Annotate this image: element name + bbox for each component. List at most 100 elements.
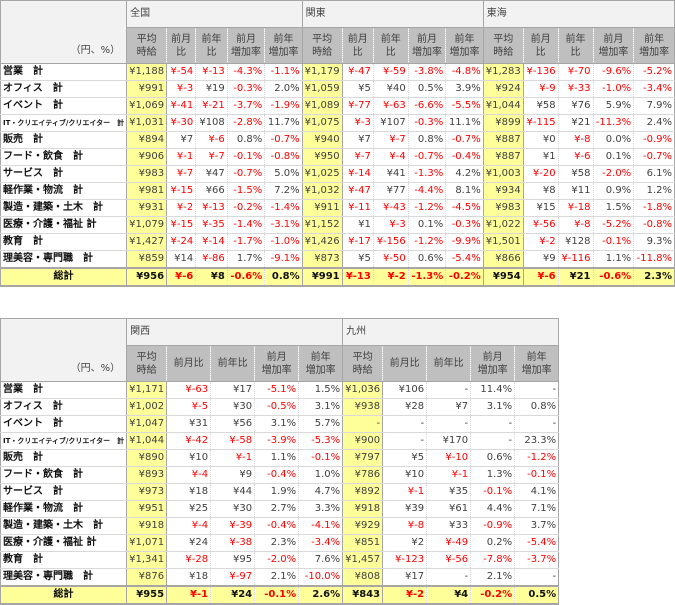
data-cell: -1.4% [264,199,303,217]
data-cell: -4.8% [445,63,484,81]
table-row: 理美容・専門職 計 ¥859 ¥14 ¥-86 1.7% -9.1% ¥873 ¥5 ¥-50 0… [0,250,675,269]
data-cell: 23.3% [514,432,560,450]
data-cell: ¥-50 [372,250,409,269]
total-label: 総計 [0,585,128,605]
data-cell: ¥-63 [166,381,212,399]
data-cell: ¥-59 [372,63,409,81]
data-cell: ¥808 [342,568,384,587]
data-cell: -0.8% [264,148,303,166]
data-cell: 4.2% [445,165,484,183]
data-cell: ¥-56 [426,551,472,569]
column-header: 前月 増加率 [226,27,266,64]
data-cell: ¥-39 [210,517,256,535]
column-header: 前年 増加率 [514,345,560,382]
data-cell: ¥-20 [522,165,559,183]
column-header: 平均 時給 [126,27,168,64]
table-row: 軽作業・物流 計 ¥981 ¥-15 ¥66 -1.5% 7.2% ¥1,032 ¥-47 ¥7… [0,182,675,200]
row-label: サービス 計 [0,483,128,501]
column-header: 前年 増加率 [633,27,675,64]
total-cell: -0.1% [254,585,300,605]
data-cell: ¥911 [301,199,343,217]
column-header: 前月比 [166,345,212,382]
data-cell: -0.1% [298,449,344,467]
region-header: 関西 [126,318,344,346]
total-cell: ¥991 [301,267,343,287]
data-cell: 5.9% [592,97,635,115]
region-header: 全国 [126,0,303,28]
data-cell: - [342,415,384,433]
data-cell: ¥1,179 [301,63,343,81]
data-cell: 0.9% [592,182,635,200]
data-cell: ¥58 [557,165,594,183]
data-cell: ¥9 [210,466,256,484]
data-cell: ¥-1 [382,483,428,501]
data-cell: ¥30 [210,398,256,416]
data-cell: -7.8% [470,551,516,569]
column-header: 前年 増加率 [298,345,344,382]
data-cell: ¥95 [210,551,256,569]
data-cell: ¥1,069 [126,97,168,115]
row-label: 製造・建築・土木 計 [0,517,128,535]
data-cell: - [426,381,472,399]
data-cell: 5.0% [264,165,303,183]
column-header: 前月比 [382,345,428,382]
data-cell: - [382,432,428,450]
data-cell: -4.3% [226,63,266,81]
data-cell: 4.1% [514,483,560,501]
data-cell: ¥-2 [522,233,559,251]
data-cell: -0.9% [470,517,516,535]
data-cell: ¥-136 [522,63,559,81]
data-cell: 3.7% [514,517,560,535]
data-cell: -1.0% [592,80,635,98]
data-cell: ¥107 [372,114,409,132]
data-cell: -6.6% [407,97,447,115]
data-cell: 0.1% [592,148,635,166]
table-row: オフィス 計 ¥1,002 ¥-5 ¥30 -0.5% 3.1% ¥938 ¥28 ¥7 3.1%… [0,398,560,416]
data-cell: ¥-5 [166,398,212,416]
table-row: 教育 計 ¥1,341 ¥-28 ¥95 -2.0% 7.6% ¥1,457 ¥-123 ¥-5… [0,551,560,569]
table-row: フード・飲食 計 ¥906 ¥-1 ¥-7 -0.1% -0.8% ¥950 ¥-7 ¥-4 -0… [0,148,675,166]
data-cell: -2.0% [254,551,300,569]
data-cell: ¥-47 [341,63,374,81]
column-header: 平均 時給 [482,27,524,64]
data-cell: ¥18 [166,483,212,501]
data-cell: ¥1,152 [301,216,343,234]
data-cell: ¥1,022 [482,216,524,234]
data-cell: -0.7% [633,148,675,166]
column-header: 前月比 [522,27,559,64]
header-row-metrics: 平均 時給 前月比 前年比 前月 増加率 前年 増加率 平均 時給 前月比 前年比 前月 増加率 前年 増加率… [1,27,675,64]
data-cell: ¥-24 [166,233,197,251]
total-cell: ¥21 [557,267,594,287]
data-cell: ¥983 [482,199,524,217]
data-cell: 0.6% [407,250,447,269]
data-cell: ¥-4 [166,517,212,535]
data-cell: ¥894 [126,131,168,149]
table-row: 軽作業・物流 計 ¥951 ¥25 ¥30 2.7% 3.3% ¥918 ¥39 ¥61 4.4%… [0,500,560,518]
data-cell: -5.3% [298,432,344,450]
data-cell: 0.2% [470,534,516,552]
data-cell: ¥1,003 [482,165,524,183]
data-cell: -0.1% [226,148,266,166]
data-cell: ¥-86 [195,250,228,269]
total-cell: ¥955 [126,585,168,605]
data-cell: ¥-2 [166,199,197,217]
total-cell: ¥8 [195,267,228,287]
data-cell: ¥108 [195,114,228,132]
table-row: 販売 計 ¥894 ¥7 ¥-6 0.8% -0.7% ¥940 ¥7 ¥-7 0.8% -0.7%… [0,131,675,149]
data-cell: ¥25 [166,500,212,518]
data-cell: 4.7% [298,483,344,501]
data-cell: 7.6% [298,551,344,569]
data-cell: ¥934 [482,182,524,200]
data-cell: 3.1% [470,398,516,416]
data-cell: 2.3% [254,534,300,552]
data-cell: ¥1,036 [342,381,384,399]
data-cell: ¥951 [126,500,168,518]
data-cell: ¥-97 [210,568,256,587]
data-cell: ¥1,171 [126,381,168,399]
data-cell: 0.5% [407,80,447,98]
table-row: 営業 計 ¥1,171 ¥-63 ¥17 -5.1% 1.5% ¥1,036 ¥106-11.… [0,381,560,399]
data-cell: ¥30 [210,500,256,518]
data-cell: -2.0% [592,165,635,183]
data-cell: ¥1,089 [301,97,343,115]
data-cell: ¥-11 [341,199,374,217]
